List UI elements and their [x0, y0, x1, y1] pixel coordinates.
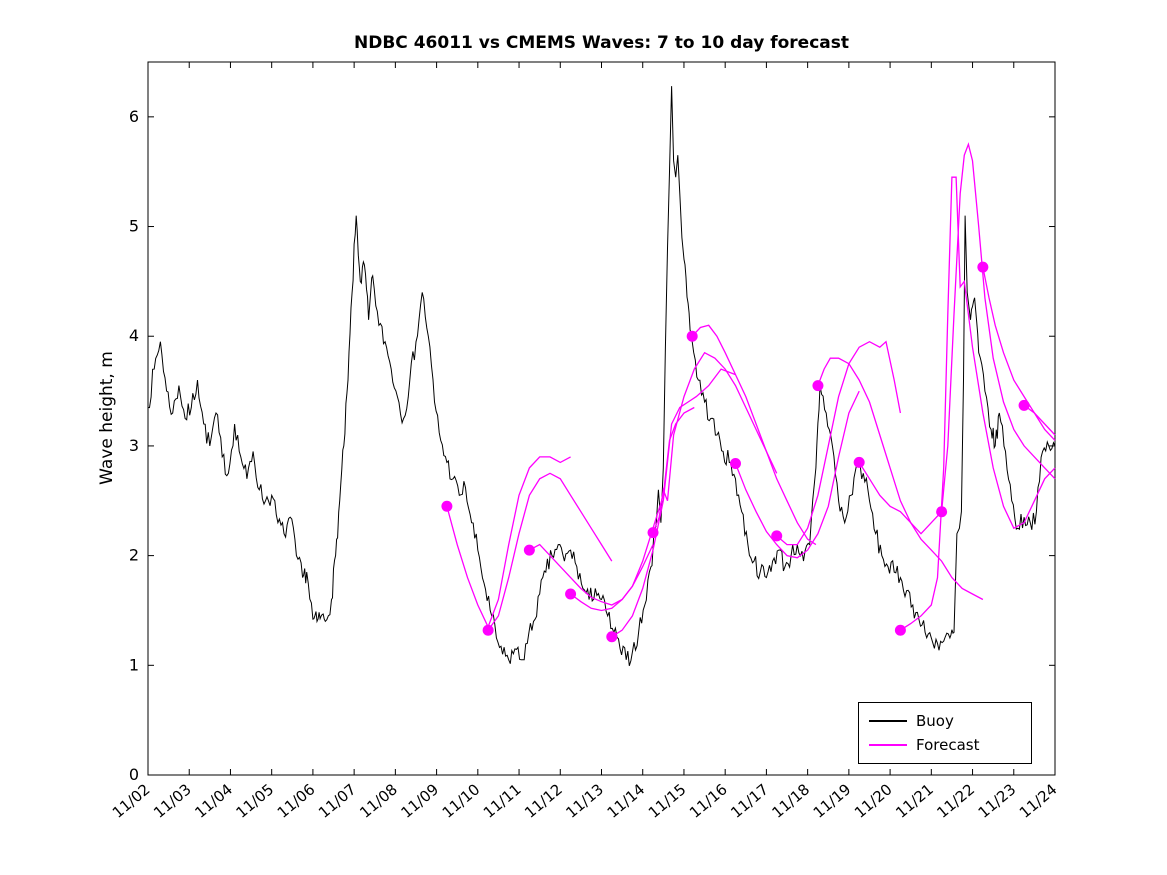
x-tick-label: 11/10	[439, 780, 484, 822]
y-tick-label: 0	[129, 765, 139, 784]
x-tick-label: 11/13	[562, 780, 607, 822]
x-tick-label: 11/18	[769, 780, 814, 822]
buoy-line	[147, 86, 1056, 666]
forecast-line-swatch	[869, 744, 907, 746]
forecast-polyline	[446, 456, 571, 629]
x-tick-label: 11/21	[892, 780, 937, 822]
forecast-polyline	[570, 406, 695, 612]
forecast-polyline	[776, 340, 902, 546]
forecast-start-marker	[647, 527, 659, 539]
legend-item-buoy: Buoy	[869, 709, 1021, 733]
y-tick-label: 5	[129, 217, 139, 236]
y-tick-label: 2	[129, 546, 139, 565]
forecast-start-marker	[482, 624, 494, 636]
y-tick-label: 6	[129, 107, 139, 126]
buoy-polyline	[147, 86, 1056, 666]
x-tick-label: 11/19	[810, 780, 855, 822]
x-tick-label: 11/02	[109, 780, 154, 822]
buoy-line-swatch	[869, 720, 907, 722]
x-tick-label: 11/06	[274, 780, 319, 822]
forecast-polyline	[487, 472, 613, 631]
x-tick-label: 11/08	[356, 780, 401, 822]
legend-item-forecast: Forecast	[869, 733, 1021, 757]
legend: Buoy Forecast	[858, 702, 1032, 764]
axes-box	[147, 61, 1056, 776]
forecast-start-marker	[565, 588, 577, 600]
x-tick-label: 11/15	[645, 780, 690, 822]
y-tick-label: 3	[129, 436, 139, 455]
forecast-start-marker	[894, 624, 906, 636]
x-tick-label: 11/23	[975, 780, 1020, 822]
legend-buoy-label: Buoy	[916, 712, 954, 730]
forecast-polyline	[982, 266, 1056, 436]
forecast-polyline	[817, 357, 943, 535]
y-tick-label: 1	[129, 655, 139, 674]
x-tick-label: 11/16	[686, 780, 731, 822]
x-tick-label: 11/04	[191, 780, 236, 822]
forecast-polyline	[1023, 404, 1056, 441]
x-tick-label: 11/07	[315, 780, 360, 822]
axes	[147, 61, 1056, 776]
forecast-lines	[441, 142, 1056, 643]
forecast-polyline	[940, 142, 1056, 512]
forecast-start-marker	[729, 457, 741, 469]
forecast-start-marker	[977, 261, 989, 273]
forecast-start-marker	[1018, 399, 1030, 411]
forecast-start-marker	[441, 500, 453, 512]
forecast-start-marker	[686, 330, 698, 342]
forecast-polyline	[691, 324, 817, 546]
x-tick-label: 11/12	[521, 780, 566, 822]
x-tick-label: 11/20	[851, 780, 896, 822]
legend-forecast-label: Forecast	[916, 736, 980, 754]
x-tick-label: 11/05	[233, 780, 278, 822]
forecast-polyline	[611, 368, 736, 638]
x-tick-label: 11/03	[150, 780, 195, 822]
forecast-polyline	[652, 351, 778, 533]
forecast-start-marker	[523, 544, 535, 556]
forecast-start-marker	[936, 506, 948, 518]
y-axis-label-text: Wave height, m	[97, 351, 117, 485]
x-tick-label: 11/22	[933, 780, 978, 822]
forecast-polyline	[900, 176, 1056, 631]
y-ticks: 0 1 2 3 4 5 6	[129, 107, 1055, 784]
x-tick-label: 11/17	[727, 780, 772, 822]
forecast-polyline	[858, 462, 984, 601]
forecast-polyline	[734, 390, 860, 559]
forecast-start-marker	[606, 631, 618, 643]
x-tick-label: 11/14	[604, 780, 649, 822]
x-tick-label: 11/11	[480, 780, 525, 822]
y-tick-label: 4	[129, 326, 139, 345]
forecast-start-marker	[771, 530, 783, 542]
x-tick-label: 11/24	[1016, 780, 1061, 822]
forecast-start-marker	[812, 380, 824, 392]
forecast-start-marker	[853, 456, 865, 468]
chart-title: NDBC 46011 vs CMEMS Waves: 7 to 10 day f…	[354, 33, 849, 53]
x-tick-label: 11/09	[397, 780, 442, 822]
